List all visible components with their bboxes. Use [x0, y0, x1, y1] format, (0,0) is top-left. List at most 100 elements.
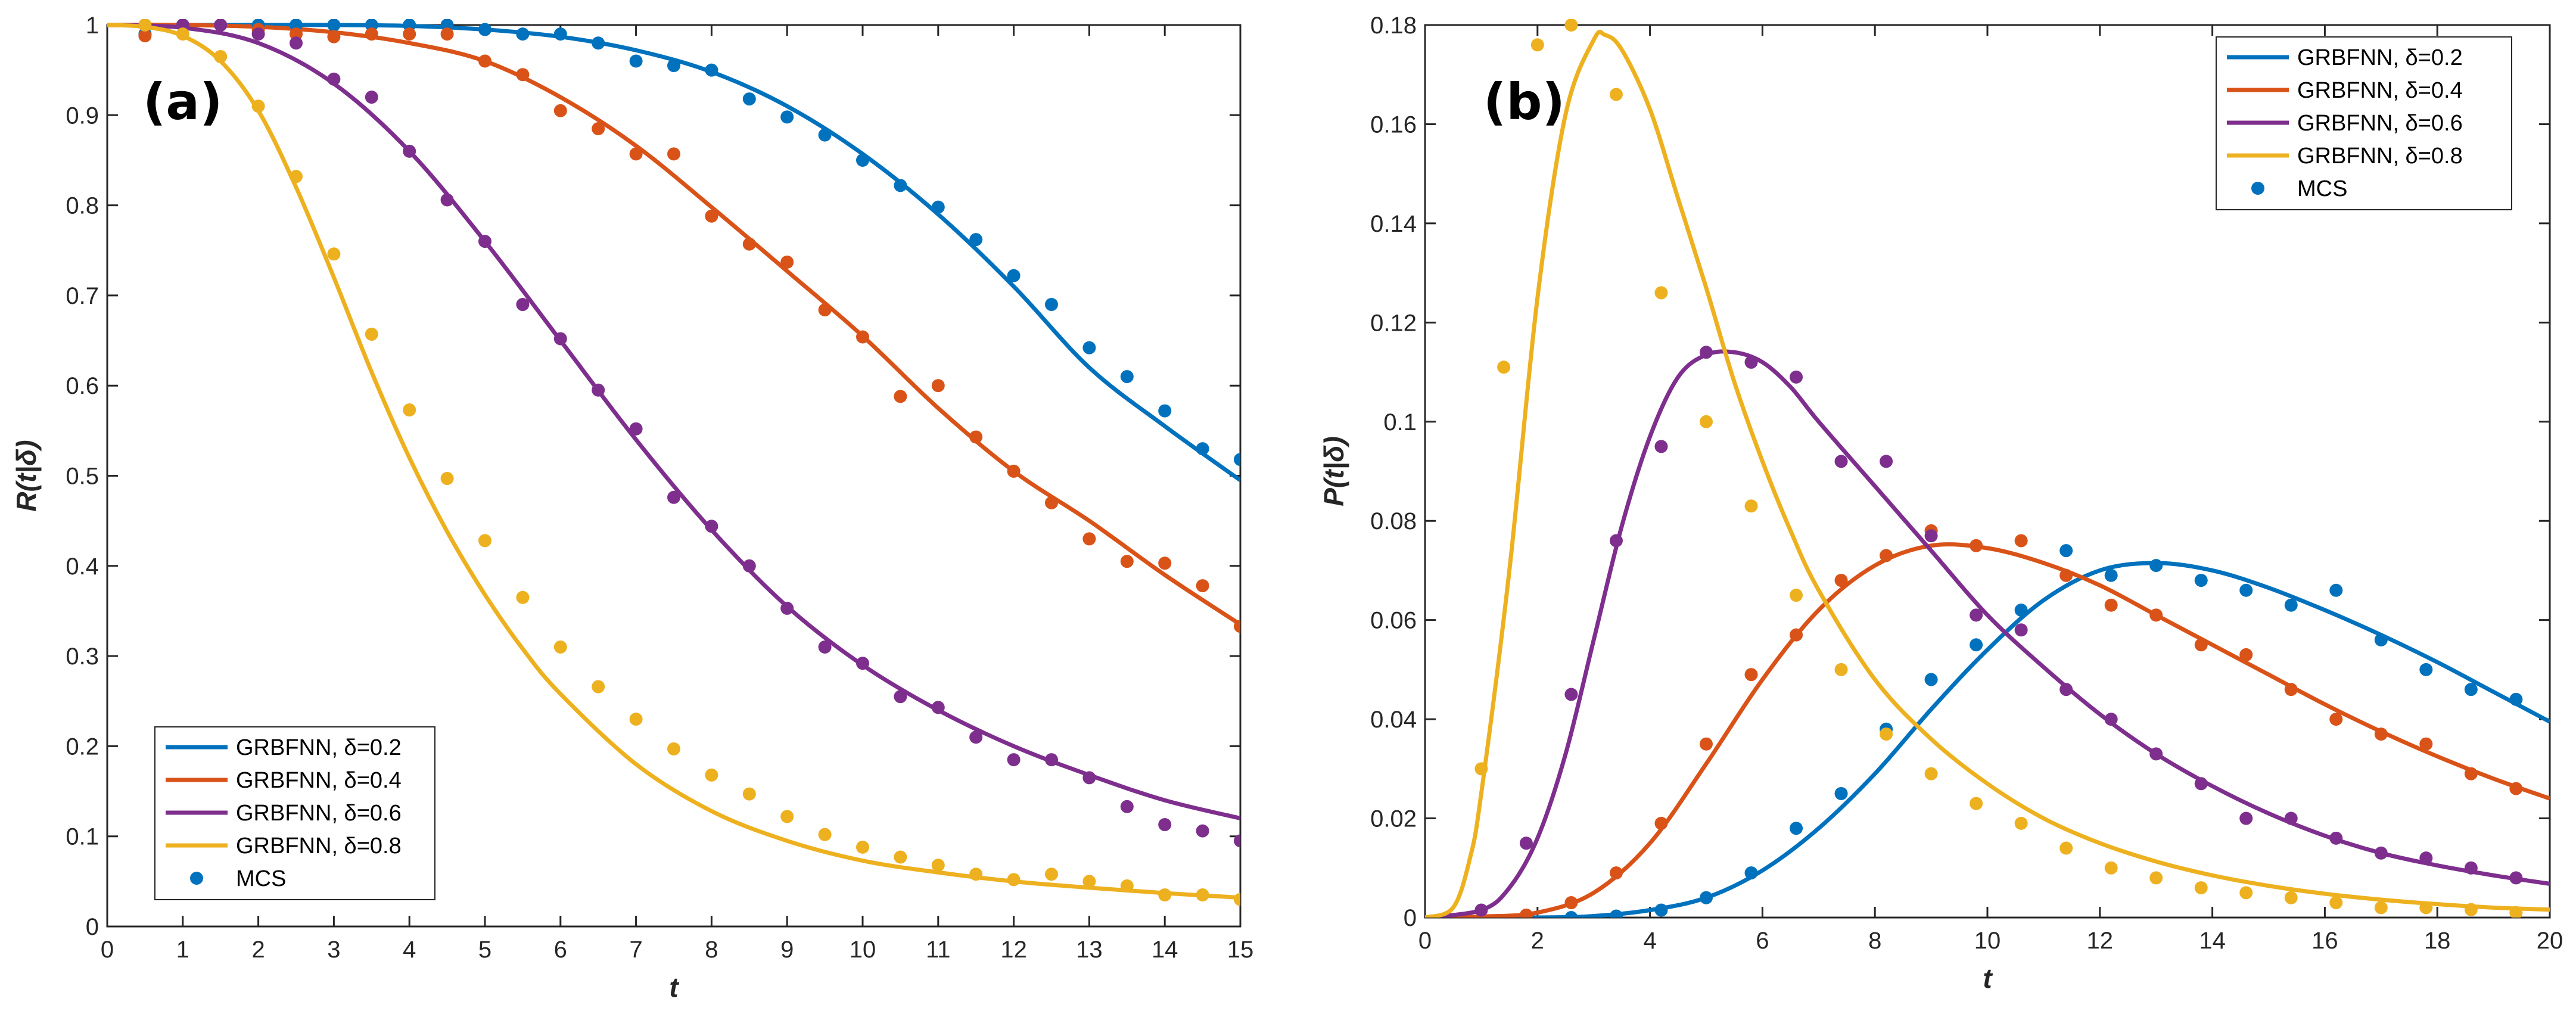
mcs-point	[516, 68, 530, 82]
legend-entry: GRBFNN, δ=0.6	[236, 801, 402, 826]
legend-entry: GRBFNN, δ=0.4	[236, 768, 402, 793]
x-tick-label: 11	[926, 937, 951, 963]
mcs-point	[2104, 598, 2118, 612]
mcs-point	[592, 680, 605, 694]
x-tick-label: 6	[554, 937, 567, 963]
mcs-point	[1654, 440, 1668, 453]
series-line	[1425, 561, 2550, 918]
mcs-point	[780, 255, 794, 269]
mcs-point	[1007, 269, 1021, 282]
mcs-point	[553, 640, 567, 654]
mcs-point	[290, 36, 303, 50]
legend-entry: MCS	[236, 866, 286, 891]
plot-layer	[1425, 19, 2550, 918]
mcs-point	[1924, 673, 1938, 686]
plot-layer	[107, 19, 1240, 906]
x-tick-label: 14	[1152, 937, 1178, 963]
mcs-point	[251, 99, 265, 113]
mcs-point	[2374, 727, 2388, 741]
mcs-point	[1045, 753, 1058, 767]
mcs-point	[516, 27, 530, 41]
x-tick-label: 14	[2199, 928, 2226, 954]
mcs-point	[2149, 871, 2163, 885]
x-tick-label: 3	[327, 937, 340, 963]
mcs-point	[1609, 909, 1623, 918]
mcs-point	[1880, 455, 1893, 468]
mcs-point	[2149, 608, 2163, 622]
mcs-point	[894, 179, 907, 192]
mcs-point	[856, 657, 869, 670]
mcs-point	[365, 327, 378, 341]
y-tick-label: 0.06	[1370, 608, 1417, 634]
mcs-point	[1834, 663, 1848, 676]
mcs-point	[931, 379, 945, 393]
x-tick-label: 8	[705, 937, 718, 963]
mcs-point	[667, 490, 680, 504]
mcs-point	[2464, 683, 2478, 696]
mcs-point	[327, 247, 341, 261]
legend-entry: GRBFNN, δ=0.8	[236, 834, 402, 859]
legend-entry: GRBFNN, δ=0.2	[2297, 45, 2463, 70]
mcs-point	[856, 330, 869, 344]
mcs-point	[592, 36, 605, 50]
mcs-point	[1474, 762, 1488, 776]
x-tick-label: 7	[629, 937, 642, 963]
mcs-point	[1834, 455, 1848, 468]
x-tick-label: 15	[1227, 937, 1254, 963]
mcs-point	[440, 27, 454, 41]
mcs-point	[818, 128, 832, 142]
mcs-point	[2284, 811, 2298, 825]
mcs-point	[2104, 713, 2118, 726]
mcs-point	[1700, 346, 1713, 359]
mcs-point	[629, 422, 643, 436]
mcs-point	[2194, 881, 2208, 895]
mcs-point	[1970, 797, 1983, 810]
mcs-point	[2419, 737, 2433, 751]
mcs-point	[894, 390, 907, 403]
mcs-point	[931, 701, 945, 714]
y-tick-label: 0.8	[66, 193, 99, 219]
mcs-point	[478, 534, 491, 548]
x-tick-label: 8	[1868, 928, 1881, 954]
mcs-point	[780, 810, 794, 823]
mcs-point	[2329, 896, 2343, 910]
mcs-point	[251, 27, 265, 41]
y-axis-label: P(t|δ)	[1318, 436, 1349, 506]
mcs-point	[742, 559, 756, 573]
mcs-point	[1700, 415, 1713, 428]
legend: GRBFNN, δ=0.2 GRBFNN, δ=0.4 GRBFNN, δ=0.6 G…	[2216, 36, 2512, 210]
mcs-point	[969, 867, 983, 881]
mcs-point	[2509, 692, 2523, 706]
mcs-point	[1654, 816, 1668, 830]
mcs-point	[931, 859, 945, 872]
y-tick-label: 0.6	[66, 373, 99, 399]
x-tick-label: 16	[2311, 928, 2338, 954]
mcs-point	[1970, 608, 1983, 622]
series-line	[1425, 30, 2550, 918]
y-tick-label: 0.2	[66, 733, 99, 760]
mcs-point	[2239, 811, 2253, 825]
mcs-point	[1609, 88, 1623, 101]
mcs-point	[1158, 556, 1172, 570]
mcs-point	[592, 383, 605, 397]
mcs-point	[365, 27, 378, 41]
mcs-point	[1744, 499, 1758, 513]
mcs-point	[1007, 464, 1021, 478]
legend-entry: MCS	[2297, 176, 2347, 201]
mcs-point	[2104, 861, 2118, 875]
mcs-point	[2014, 816, 2028, 830]
mcs-point	[2239, 583, 2253, 597]
mcs-point	[1609, 866, 1623, 880]
mcs-point	[592, 122, 605, 135]
mcs-point	[705, 768, 718, 782]
series-line	[107, 23, 1240, 820]
mcs-point	[1790, 822, 1803, 835]
mcs-point	[516, 590, 530, 604]
mcs-point	[1045, 867, 1058, 881]
mcs-point	[214, 19, 228, 32]
y-tick-label: 0.4	[66, 554, 99, 580]
mcs-point	[2419, 663, 2433, 676]
mcs-point	[214, 49, 228, 63]
mcs-point	[1744, 355, 1758, 369]
mcs-point	[629, 713, 643, 726]
